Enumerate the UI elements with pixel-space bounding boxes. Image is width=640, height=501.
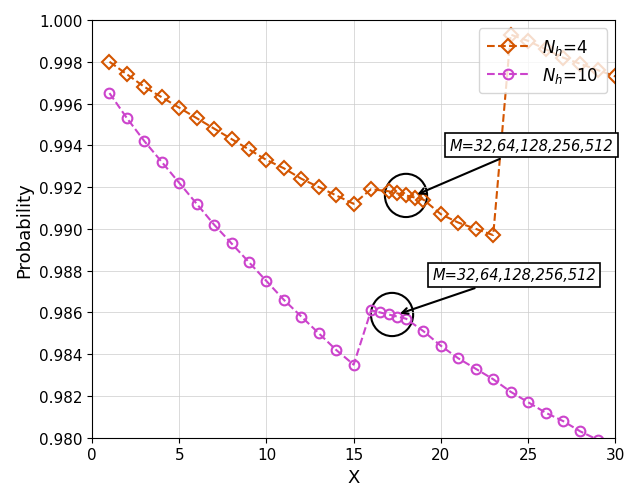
$N_h$=10 xyxy=(524,399,532,405)
$N_h$=4 xyxy=(524,39,532,45)
$N_h$=4 xyxy=(211,126,218,132)
$N_h$=4 xyxy=(141,85,148,91)
$N_h$=4 xyxy=(350,201,358,207)
$N_h$=10 xyxy=(402,316,410,322)
$N_h$=10 xyxy=(559,418,567,424)
X-axis label: X: X xyxy=(348,468,360,486)
$N_h$=4 xyxy=(193,116,200,122)
$N_h$=10 xyxy=(298,314,305,320)
$N_h$=4 xyxy=(490,232,497,238)
$N_h$=4 xyxy=(298,176,305,182)
$N_h$=10 xyxy=(332,347,340,353)
$N_h$=4 xyxy=(577,62,584,68)
$N_h$=10 xyxy=(350,362,358,368)
$N_h$=4 xyxy=(123,72,131,78)
$N_h$=10 xyxy=(175,180,183,186)
Line: $N_h$=4: $N_h$=4 xyxy=(104,31,620,240)
$N_h$=10 xyxy=(141,139,148,145)
Y-axis label: Probability: Probability xyxy=(15,182,33,277)
Line: $N_h$=10: $N_h$=10 xyxy=(104,89,620,453)
$N_h$=10 xyxy=(577,428,584,434)
Text: M=32,64,128,256,512: M=32,64,128,256,512 xyxy=(402,268,596,314)
$N_h$=10 xyxy=(611,445,619,451)
$N_h$=10 xyxy=(123,116,131,122)
$N_h$=4 xyxy=(594,68,602,74)
$N_h$=10 xyxy=(472,366,479,372)
$N_h$=4 xyxy=(245,147,253,153)
$N_h$=10 xyxy=(245,260,253,266)
$N_h$=10 xyxy=(385,312,392,318)
$N_h$=4 xyxy=(158,95,166,101)
$N_h$=10 xyxy=(376,310,383,316)
$N_h$=4 xyxy=(559,56,567,62)
$N_h$=4 xyxy=(175,106,183,112)
$N_h$=4 xyxy=(611,74,619,80)
$N_h$=4 xyxy=(507,33,515,39)
$N_h$=4 xyxy=(280,166,288,172)
$N_h$=10 xyxy=(367,308,375,314)
$N_h$=10 xyxy=(228,241,236,247)
Text: M=32,64,128,256,512: M=32,64,128,256,512 xyxy=(419,139,613,194)
$N_h$=4 xyxy=(411,195,419,201)
$N_h$=4 xyxy=(437,212,445,218)
$N_h$=10 xyxy=(507,389,515,395)
Legend: $N_h$=4, $N_h$=10: $N_h$=4, $N_h$=10 xyxy=(479,29,607,94)
$N_h$=10 xyxy=(454,356,462,362)
$N_h$=10 xyxy=(420,329,428,335)
$N_h$=10 xyxy=(193,201,200,207)
$N_h$=4 xyxy=(420,197,428,203)
$N_h$=4 xyxy=(262,158,270,164)
$N_h$=4 xyxy=(228,137,236,143)
$N_h$=4 xyxy=(385,189,392,195)
$N_h$=10 xyxy=(211,222,218,228)
$N_h$=10 xyxy=(106,91,113,97)
$N_h$=4 xyxy=(454,220,462,226)
$N_h$=4 xyxy=(332,193,340,199)
$N_h$=10 xyxy=(437,343,445,349)
$N_h$=10 xyxy=(158,160,166,166)
$N_h$=4 xyxy=(541,47,549,53)
$N_h$=4 xyxy=(472,226,479,232)
$N_h$=4 xyxy=(315,185,323,191)
$N_h$=4 xyxy=(394,191,401,197)
$N_h$=10 xyxy=(541,410,549,416)
$N_h$=10 xyxy=(280,297,288,303)
$N_h$=10 xyxy=(262,279,270,285)
$N_h$=4 xyxy=(367,187,375,193)
$N_h$=10 xyxy=(594,437,602,443)
$N_h$=10 xyxy=(490,376,497,382)
$N_h$=10 xyxy=(315,331,323,337)
$N_h$=4 xyxy=(402,193,410,199)
$N_h$=10 xyxy=(394,314,401,320)
$N_h$=4 xyxy=(106,60,113,66)
